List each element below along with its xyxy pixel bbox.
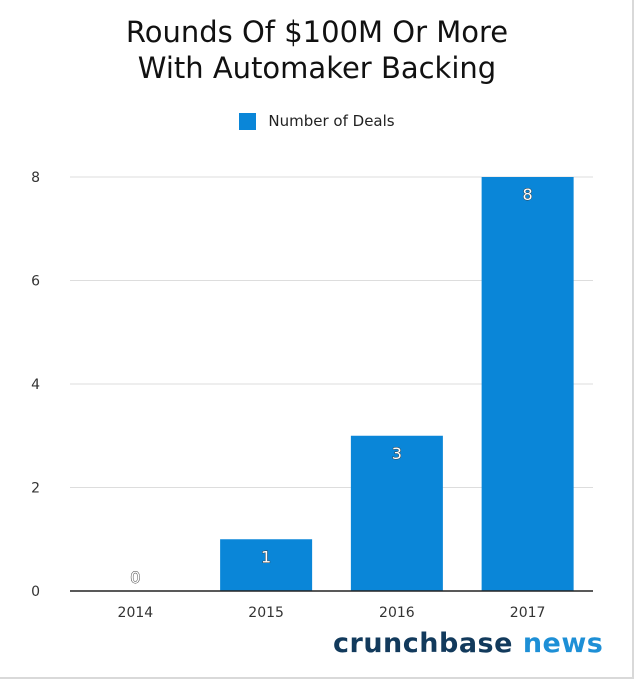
x-tick-label: 2016 <box>379 605 415 621</box>
y-tick-label: 2 <box>31 481 40 497</box>
y-tick-label: 6 <box>31 274 40 290</box>
bar <box>481 177 574 591</box>
chart-legend: Number of Deals <box>0 112 634 130</box>
legend-label: Number of Deals <box>268 112 395 130</box>
data-label: 0 <box>130 568 140 587</box>
brand-logo: crunchbase news <box>333 628 603 659</box>
brand-suffix: news <box>522 628 604 659</box>
y-tick-label: 4 <box>31 377 40 393</box>
data-label: 3 <box>392 444 402 463</box>
data-label: 1 <box>261 547 271 566</box>
chart-title-line-2: With Automaker Backing <box>137 51 497 85</box>
x-tick-label: 2015 <box>248 605 284 621</box>
y-tick-label: 8 <box>31 170 40 186</box>
chart-title: Rounds Of $100M Or More With Automaker B… <box>0 14 634 86</box>
y-tick-label: 0 <box>31 584 40 600</box>
x-tick-label: 2014 <box>118 605 154 621</box>
chart-title-line-1: Rounds Of $100M Or More <box>125 15 509 49</box>
brand-name: crunchbase <box>333 628 513 659</box>
x-tick-label: 2017 <box>510 605 546 621</box>
data-label: 8 <box>523 185 533 204</box>
bar <box>350 435 443 591</box>
bar <box>220 539 313 591</box>
legend-swatch <box>239 112 257 130</box>
